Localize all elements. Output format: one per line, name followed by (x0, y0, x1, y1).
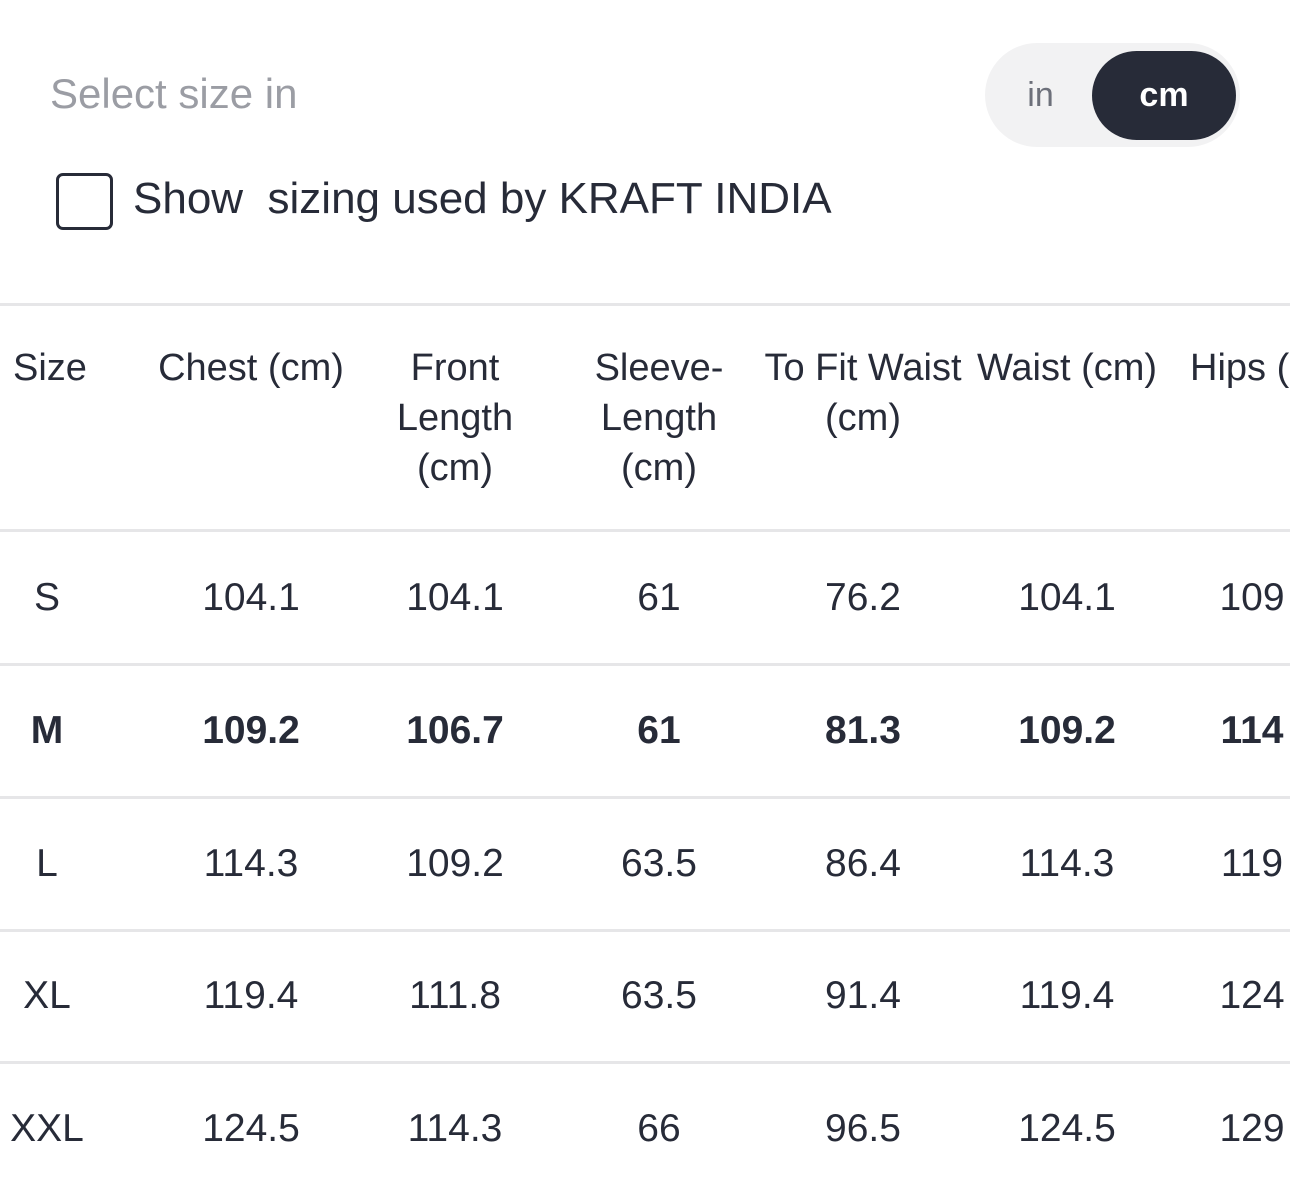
measure-cell: 61 (637, 708, 681, 752)
measure-cell: 114.3 (407, 1107, 503, 1151)
measure-cell: 109.2 (1018, 708, 1116, 752)
row-divider (0, 928, 1290, 932)
measure-cell: 109 (1219, 576, 1285, 619)
measure-cell: 111.8 (409, 974, 501, 1018)
measure-cell: 61 (637, 576, 681, 619)
measure-cell: 63.5 (621, 974, 697, 1018)
measure-cell: 104.1 (202, 576, 300, 619)
measure-cell: 76.2 (825, 576, 901, 619)
measure-cell: 129 (1219, 1107, 1285, 1151)
column-header: Sleeve-Length (cm) (594, 347, 724, 489)
size-cell: L (36, 841, 58, 885)
row-divider (0, 1061, 1290, 1065)
size-cell: XL (23, 974, 71, 1018)
size-cell: S (33, 576, 60, 619)
row-divider (0, 795, 1290, 799)
size-cell: M (30, 708, 64, 752)
measure-cell: 119.4 (203, 974, 299, 1018)
measure-cell: 63.5 (621, 841, 697, 885)
measure-cell: 114.3 (203, 841, 299, 885)
column-header: Size (13, 347, 87, 389)
column-header: Waist (cm) (976, 347, 1158, 389)
measure-cell: 124 (1219, 974, 1285, 1018)
size-cell: XXL (10, 1107, 84, 1151)
row-divider (0, 663, 1290, 666)
checkbox-label[interactable]: Show sizing used by KRAFT INDIA (133, 174, 832, 223)
divider (0, 529, 1290, 532)
unit-toggle[interactable]: in cm (985, 43, 1240, 147)
measure-cell: 91.4 (825, 974, 901, 1018)
measure-cell: 106.7 (406, 708, 504, 752)
checkbox[interactable] (56, 173, 113, 230)
measure-cell: 96.5 (825, 1107, 901, 1151)
measure-cell: 124.5 (1018, 1107, 1116, 1151)
measure-cell: 114.3 (1019, 841, 1115, 885)
column-header: To Fit Waist (cm) (764, 347, 962, 439)
measure-cell: 109.2 (406, 841, 504, 885)
measure-cell: 114 (1220, 708, 1284, 752)
select-size-label: Select size in (50, 70, 298, 117)
measure-cell: 86.4 (825, 841, 901, 885)
measure-cell: 109.2 (202, 708, 300, 752)
unit-option[interactable]: in (1027, 76, 1054, 114)
measure-cell: 81.3 (825, 708, 901, 752)
unit-option[interactable]: cm (1092, 51, 1236, 140)
measure-cell: 104.1 (1018, 576, 1116, 619)
measure-cell: 124.5 (202, 1107, 300, 1151)
measure-cell: 119 (1220, 841, 1284, 885)
column-header: Chest (cm) (158, 347, 344, 389)
measure-cell: 104.1 (406, 576, 504, 619)
column-header: Front Length (cm) (396, 347, 514, 489)
measure-cell: 119.4 (1019, 974, 1115, 1018)
measure-cell: 66 (637, 1107, 681, 1151)
column-header: Hips ( (1190, 347, 1290, 389)
divider (0, 303, 1290, 306)
